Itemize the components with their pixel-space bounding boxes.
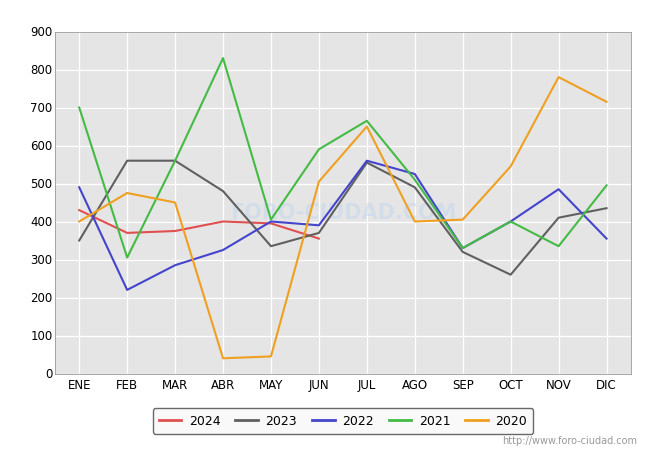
Legend: 2024, 2023, 2022, 2021, 2020: 2024, 2023, 2022, 2021, 2020 [153, 409, 533, 434]
Text: http://www.foro-ciudad.com: http://www.foro-ciudad.com [502, 436, 637, 446]
Text: Matriculaciones de Vehiculos en Albacete: Matriculaciones de Vehiculos en Albacete [153, 7, 497, 25]
Text: FORO-CIUDAD.COM: FORO-CIUDAD.COM [229, 203, 456, 223]
